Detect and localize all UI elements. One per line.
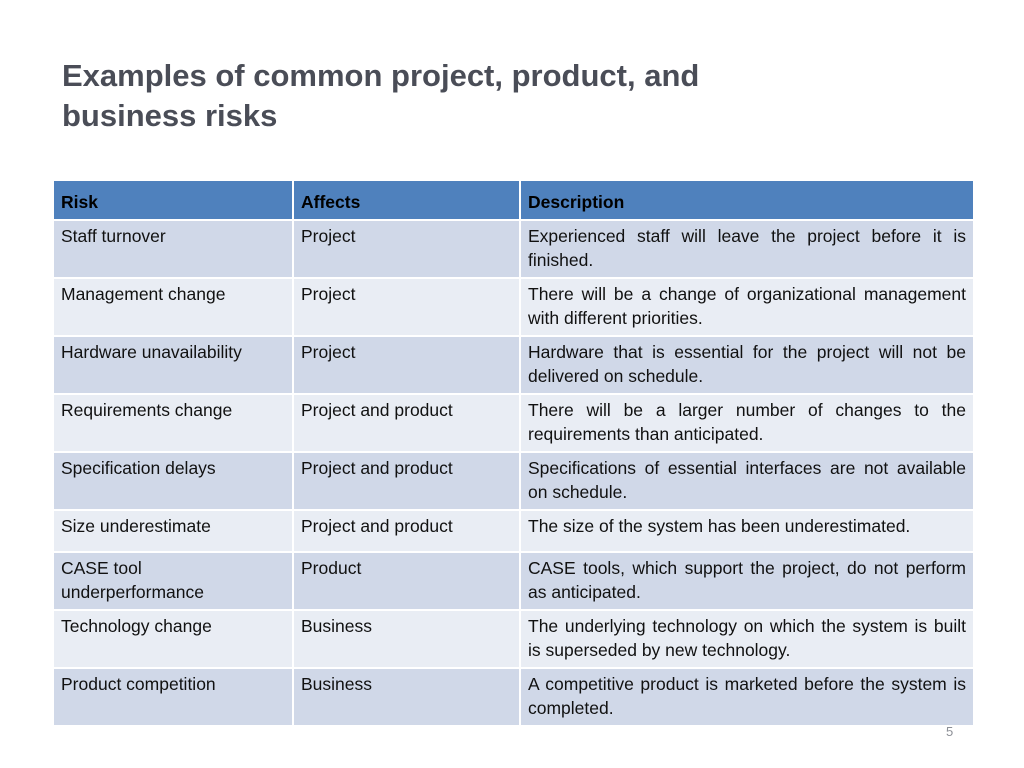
affects-cell: Project (292, 335, 521, 395)
risk-table: Risk Affects Description Staff turnover … (52, 179, 975, 727)
column-header-affects: Affects (292, 179, 521, 221)
affects-cell: Project and product (292, 509, 521, 553)
description-cell: Experienced staff will leave the project… (519, 219, 975, 279)
risk-cell: Specification delays (52, 451, 294, 511)
affects-cell: Project and product (292, 451, 521, 511)
table-row: Size underestimate Project and product T… (52, 509, 975, 553)
risk-cell: Staff turnover (52, 219, 294, 279)
affects-cell: Project (292, 219, 521, 279)
description-cell: CASE tools, which support the project, d… (519, 551, 975, 611)
risk-cell: Hardware unavailability (52, 335, 294, 395)
description-cell: Specifications of essential interfaces a… (519, 451, 975, 511)
description-cell: A competitive product is marketed before… (519, 667, 975, 727)
risk-cell: Product competition (52, 667, 294, 727)
table-row: Hardware unavailability Project Hardware… (52, 335, 975, 395)
table-row: Product competition Business A competiti… (52, 667, 975, 727)
description-cell: The underlying technology on which the s… (519, 609, 975, 669)
table-row: Management change Project There will be … (52, 277, 975, 337)
table-row: Technology change Business The underlyin… (52, 609, 975, 669)
risk-cell: Technology change (52, 609, 294, 669)
description-cell: The size of the system has been underest… (519, 509, 975, 553)
affects-cell: Project and product (292, 393, 521, 453)
table-row: Specification delays Project and product… (52, 451, 975, 511)
affects-cell: Business (292, 609, 521, 669)
table-header-row: Risk Affects Description (52, 179, 975, 221)
risk-cell: Size underestimate (52, 509, 294, 553)
slide-title: Examples of common project, product, and… (62, 58, 700, 133)
description-cell: There will be a change of organizational… (519, 277, 975, 337)
affects-cell: Project (292, 277, 521, 337)
description-cell: There will be a larger number of changes… (519, 393, 975, 453)
table-row: CASE tool underperformance Product CASE … (52, 551, 975, 611)
risk-cell: Requirements change (52, 393, 294, 453)
page-number: 5 (946, 724, 954, 739)
risk-cell: CASE tool underperformance (52, 551, 294, 611)
table-row: Staff turnover Project Experienced staff… (52, 219, 975, 279)
column-header-risk: Risk (52, 179, 294, 221)
affects-cell: Business (292, 667, 521, 727)
table-row: Requirements change Project and product … (52, 393, 975, 453)
risk-cell: Management change (52, 277, 294, 337)
affects-cell: Product (292, 551, 521, 611)
description-cell: Hardware that is essential for the proje… (519, 335, 975, 395)
column-header-description: Description (519, 179, 975, 221)
